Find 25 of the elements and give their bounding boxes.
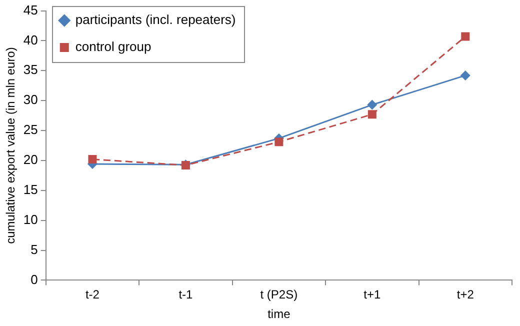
x-tick-label: t+1 [364,288,381,302]
y-tick-label: 40 [23,32,38,48]
y-tick-label: 25 [23,122,38,138]
y-tick-label: 5 [30,242,38,257]
y-tick-label: 35 [23,62,38,78]
y-tick-label: 45 [23,2,38,18]
x-tick-label: t+2 [456,288,474,302]
point [461,32,470,41]
legend-label: participants (incl. repeaters) [75,12,236,28]
y-axis-title: cumulative export value (in mln euro) [4,47,18,244]
legend-label: control group [75,39,152,54]
y-tick-label: 15 [23,182,38,197]
y-tick-label: 30 [23,92,38,108]
point [460,70,470,80]
x-tick-label: t (P2S) [260,288,298,302]
y-tick-label: 20 [23,152,38,168]
point [367,100,378,110]
point [88,155,97,164]
y-tick-label: 0 [30,272,38,287]
y-tick-label: 10 [23,212,38,227]
x-tick-label: t-2 [85,288,100,302]
x-axis-title: time [268,307,291,322]
point [274,138,284,146]
x-tick-label: t-1 [178,288,194,302]
point [368,110,376,119]
